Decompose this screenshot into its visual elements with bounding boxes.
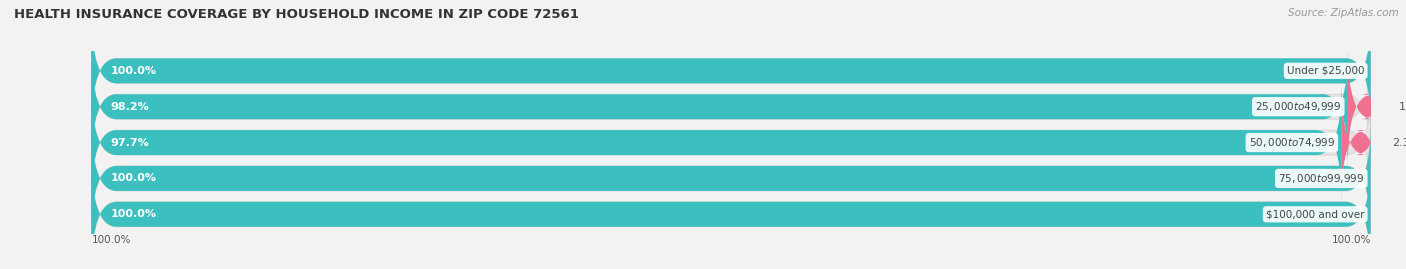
FancyBboxPatch shape bbox=[91, 83, 1341, 202]
Text: Source: ZipAtlas.com: Source: ZipAtlas.com bbox=[1288, 8, 1399, 18]
FancyBboxPatch shape bbox=[91, 155, 1371, 269]
FancyBboxPatch shape bbox=[91, 12, 1371, 130]
Text: 97.7%: 97.7% bbox=[111, 137, 149, 148]
FancyBboxPatch shape bbox=[91, 155, 1371, 269]
Text: 98.2%: 98.2% bbox=[111, 102, 149, 112]
Text: $50,000 to $74,999: $50,000 to $74,999 bbox=[1249, 136, 1336, 149]
Text: 2.3%: 2.3% bbox=[1392, 137, 1406, 148]
Text: 100.0%: 100.0% bbox=[111, 66, 156, 76]
FancyBboxPatch shape bbox=[91, 12, 1371, 130]
Text: 100.0%: 100.0% bbox=[111, 174, 156, 183]
Text: 100.0%: 100.0% bbox=[111, 209, 156, 219]
Text: $100,000 and over: $100,000 and over bbox=[1265, 209, 1364, 219]
Text: Under $25,000: Under $25,000 bbox=[1286, 66, 1364, 76]
Text: 100.0%: 100.0% bbox=[1331, 235, 1371, 245]
Text: 1.8%: 1.8% bbox=[1399, 102, 1406, 112]
FancyBboxPatch shape bbox=[1371, 119, 1406, 238]
FancyBboxPatch shape bbox=[91, 119, 1371, 238]
FancyBboxPatch shape bbox=[91, 47, 1371, 166]
Text: HEALTH INSURANCE COVERAGE BY HOUSEHOLD INCOME IN ZIP CODE 72561: HEALTH INSURANCE COVERAGE BY HOUSEHOLD I… bbox=[14, 8, 579, 21]
FancyBboxPatch shape bbox=[1371, 155, 1406, 269]
FancyBboxPatch shape bbox=[1371, 12, 1406, 130]
FancyBboxPatch shape bbox=[91, 47, 1348, 166]
FancyBboxPatch shape bbox=[91, 83, 1371, 202]
Text: $75,000 to $99,999: $75,000 to $99,999 bbox=[1278, 172, 1364, 185]
Text: 100.0%: 100.0% bbox=[91, 235, 131, 245]
FancyBboxPatch shape bbox=[1341, 83, 1379, 202]
Text: $25,000 to $49,999: $25,000 to $49,999 bbox=[1256, 100, 1341, 113]
FancyBboxPatch shape bbox=[1348, 47, 1386, 166]
FancyBboxPatch shape bbox=[91, 119, 1371, 238]
